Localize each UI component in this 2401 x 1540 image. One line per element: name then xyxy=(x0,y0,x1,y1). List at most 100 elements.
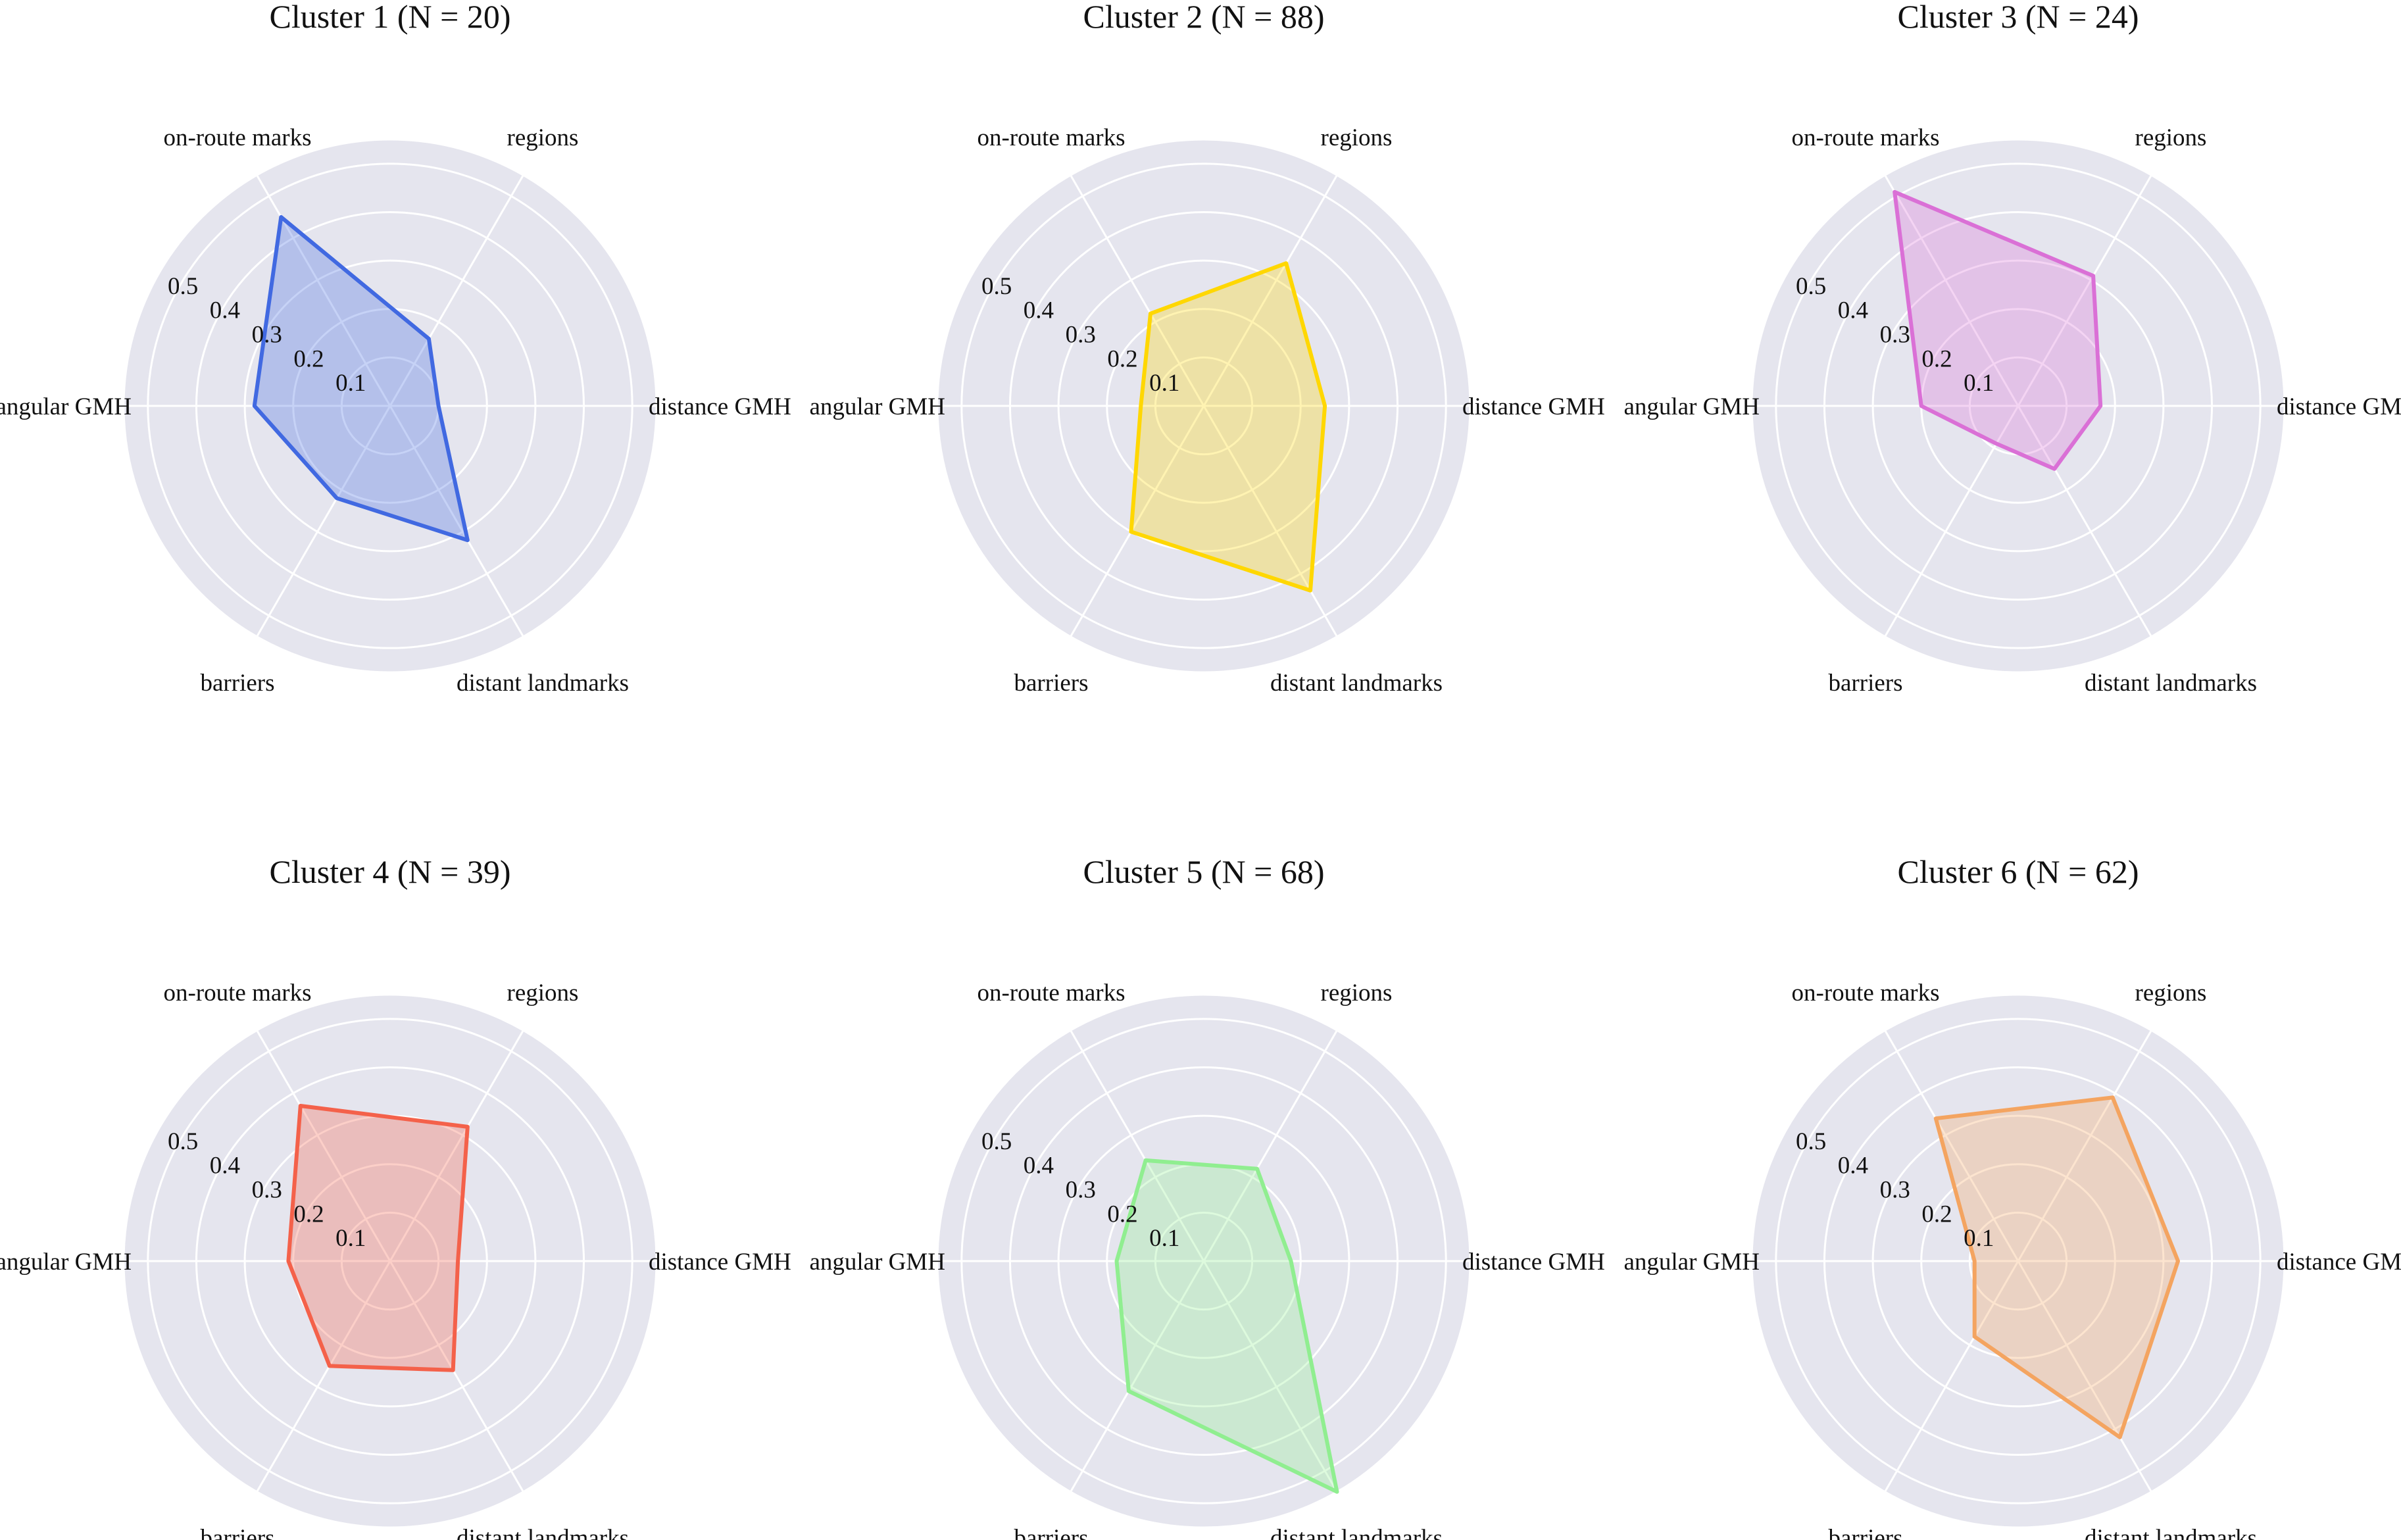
grid-spoke xyxy=(389,1030,524,1262)
axis-label-barriers: barriers xyxy=(201,1525,275,1540)
axis-label-on-route-marks: on-route marks xyxy=(1791,980,1939,1006)
grid-spoke xyxy=(1884,174,2019,407)
radial-tick-label: 0.1 xyxy=(1149,370,1179,397)
axis-label-distance-gmh: distance GMH xyxy=(1462,1249,1605,1276)
radar-panel-4: 0.1 0.2 0.3 0.4 0.5 distance GMH regions on-rou… xyxy=(0,853,791,1540)
radial-tick-label: 0.2 xyxy=(1107,345,1137,372)
axis-label-regions: regions xyxy=(1321,124,1393,151)
radar-panel-1: 0.1 0.2 0.3 0.4 0.5 distance GMH regions on-rou… xyxy=(0,0,791,697)
axis-label-distance-gmh: distance GMH xyxy=(649,1249,791,1276)
axis-label-distant-landmarks: distant landmarks xyxy=(1270,1525,1443,1540)
panel-title: Cluster 6 (N = 62) xyxy=(1897,853,2139,890)
axis-label-distance-gmh: distance GMH xyxy=(649,393,791,420)
radial-tick-label: 0.3 xyxy=(1066,322,1096,349)
radial-tick-label: 0.3 xyxy=(1066,1177,1096,1204)
radial-tick-label: 0.4 xyxy=(1838,1153,1868,1180)
axis-label-distance-gmh: distance GMH xyxy=(1462,393,1605,420)
grid-spoke xyxy=(2017,1260,2152,1493)
radial-tick-label: 0.1 xyxy=(335,1225,366,1252)
axis-label-barriers: barriers xyxy=(201,670,275,697)
grid-spoke xyxy=(1070,174,1205,407)
grid-spoke xyxy=(2017,1030,2152,1262)
radial-tick-label: 0.3 xyxy=(1880,322,1910,349)
axis-label-barriers: barriers xyxy=(1014,1525,1089,1540)
grid-spoke xyxy=(1884,1030,2019,1262)
axis-label-on-route-marks: on-route marks xyxy=(163,980,311,1006)
grid-spoke xyxy=(256,405,391,637)
grid-spoke xyxy=(1884,1260,2019,1493)
axis-label-distant-landmarks: distant landmarks xyxy=(457,670,629,697)
radar-panel-3: 0.1 0.2 0.3 0.4 0.5 distance GMH regions on-rou… xyxy=(1623,0,2401,697)
grid-spoke xyxy=(389,405,524,637)
radial-tick-label: 0.4 xyxy=(210,297,240,324)
grid-spoke xyxy=(1070,1030,1205,1262)
radial-tick-label: 0.4 xyxy=(210,1153,240,1180)
axis-label-regions: regions xyxy=(2135,124,2207,151)
grid-spoke xyxy=(1202,1030,1338,1262)
radial-tick-label: 0.5 xyxy=(981,273,1012,300)
radial-tick-label: 0.2 xyxy=(1107,1201,1137,1228)
panel-title: Cluster 5 (N = 68) xyxy=(1083,853,1324,890)
radial-tick-label: 0.5 xyxy=(168,1128,198,1155)
grid-spoke xyxy=(1202,1260,1338,1493)
series-polygon xyxy=(1129,261,1327,593)
radial-tick-label: 0.3 xyxy=(252,322,282,349)
panel-title: Cluster 1 (N = 20) xyxy=(269,0,510,35)
grid-spoke xyxy=(1202,174,1338,407)
axis-label-distant-landmarks: distant landmarks xyxy=(2085,1525,2257,1540)
axis-label-distance-gmh: distance GMH xyxy=(2277,393,2401,420)
axis-label-regions: regions xyxy=(2135,980,2207,1006)
axis-label-regions: regions xyxy=(507,980,579,1006)
panel-title: Cluster 2 (N = 88) xyxy=(1083,0,1324,35)
axis-label-distant-landmarks: distant landmarks xyxy=(1270,670,1443,697)
grid-spoke xyxy=(389,174,524,407)
radial-tick-label: 0.5 xyxy=(1796,273,1826,300)
axis-label-on-route-marks: on-route marks xyxy=(163,124,311,151)
axis-label-barriers: barriers xyxy=(1829,670,1903,697)
radial-tick-label: 0.1 xyxy=(1964,370,1994,397)
grid-spoke xyxy=(256,1260,391,1493)
radial-tick-label: 0.3 xyxy=(252,1177,282,1204)
panel-title: Cluster 4 (N = 39) xyxy=(269,853,510,890)
radial-tick-label: 0.2 xyxy=(293,1201,324,1228)
radial-tick-label: 0.5 xyxy=(1796,1128,1826,1155)
axis-label-barriers: barriers xyxy=(1014,670,1089,697)
grid-spoke xyxy=(256,1030,391,1262)
panel-title: Cluster 3 (N = 24) xyxy=(1897,0,2139,35)
grid-spoke xyxy=(2017,405,2152,637)
axis-label-angular-gmh: angular GMH xyxy=(809,1249,945,1276)
radial-tick-label: 0.5 xyxy=(981,1128,1012,1155)
radial-tick-label: 0.4 xyxy=(1024,1153,1054,1180)
axis-label-angular-gmh: angular GMH xyxy=(0,393,132,420)
axis-label-on-route-marks: on-route marks xyxy=(977,124,1125,151)
radial-tick-label: 0.2 xyxy=(1921,1201,1952,1228)
axis-label-on-route-marks: on-route marks xyxy=(977,980,1125,1006)
axis-label-angular-gmh: angular GMH xyxy=(809,393,945,420)
grid-spoke xyxy=(1070,405,1205,637)
radial-tick-label: 0.3 xyxy=(1880,1177,1910,1204)
axis-label-angular-gmh: angular GMH xyxy=(1623,1249,1760,1276)
axis-label-distant-landmarks: distant landmarks xyxy=(2085,670,2257,697)
axis-label-angular-gmh: angular GMH xyxy=(1623,393,1760,420)
radial-tick-label: 0.1 xyxy=(1964,1225,1994,1252)
axis-label-distant-landmarks: distant landmarks xyxy=(457,1525,629,1540)
radar-panel-6: 0.1 0.2 0.3 0.4 0.5 distance GMH regions on-rou… xyxy=(1623,853,2401,1540)
grid-spoke xyxy=(1202,405,1338,637)
grid-spoke xyxy=(1070,1260,1205,1493)
series-polygon xyxy=(286,1104,470,1372)
radar-panel-2: 0.1 0.2 0.3 0.4 0.5 distance GMH regions on-rou… xyxy=(809,0,1604,697)
grid-spoke xyxy=(2017,174,2152,407)
grid-spoke xyxy=(256,174,391,407)
axis-label-angular-gmh: angular GMH xyxy=(0,1249,132,1276)
axis-label-distance-gmh: distance GMH xyxy=(2277,1249,2401,1276)
radial-tick-label: 0.5 xyxy=(168,273,198,300)
radar-panel-5: 0.1 0.2 0.3 0.4 0.5 distance GMH regions on-rou… xyxy=(809,853,1604,1540)
radial-tick-label: 0.4 xyxy=(1024,297,1054,324)
radial-tick-label: 0.1 xyxy=(335,370,366,397)
radial-tick-label: 0.4 xyxy=(1838,297,1868,324)
axis-label-on-route-marks: on-route marks xyxy=(1791,124,1939,151)
radial-tick-label: 0.2 xyxy=(293,345,324,372)
axis-label-regions: regions xyxy=(507,124,579,151)
radial-tick-label: 0.1 xyxy=(1149,1225,1179,1252)
